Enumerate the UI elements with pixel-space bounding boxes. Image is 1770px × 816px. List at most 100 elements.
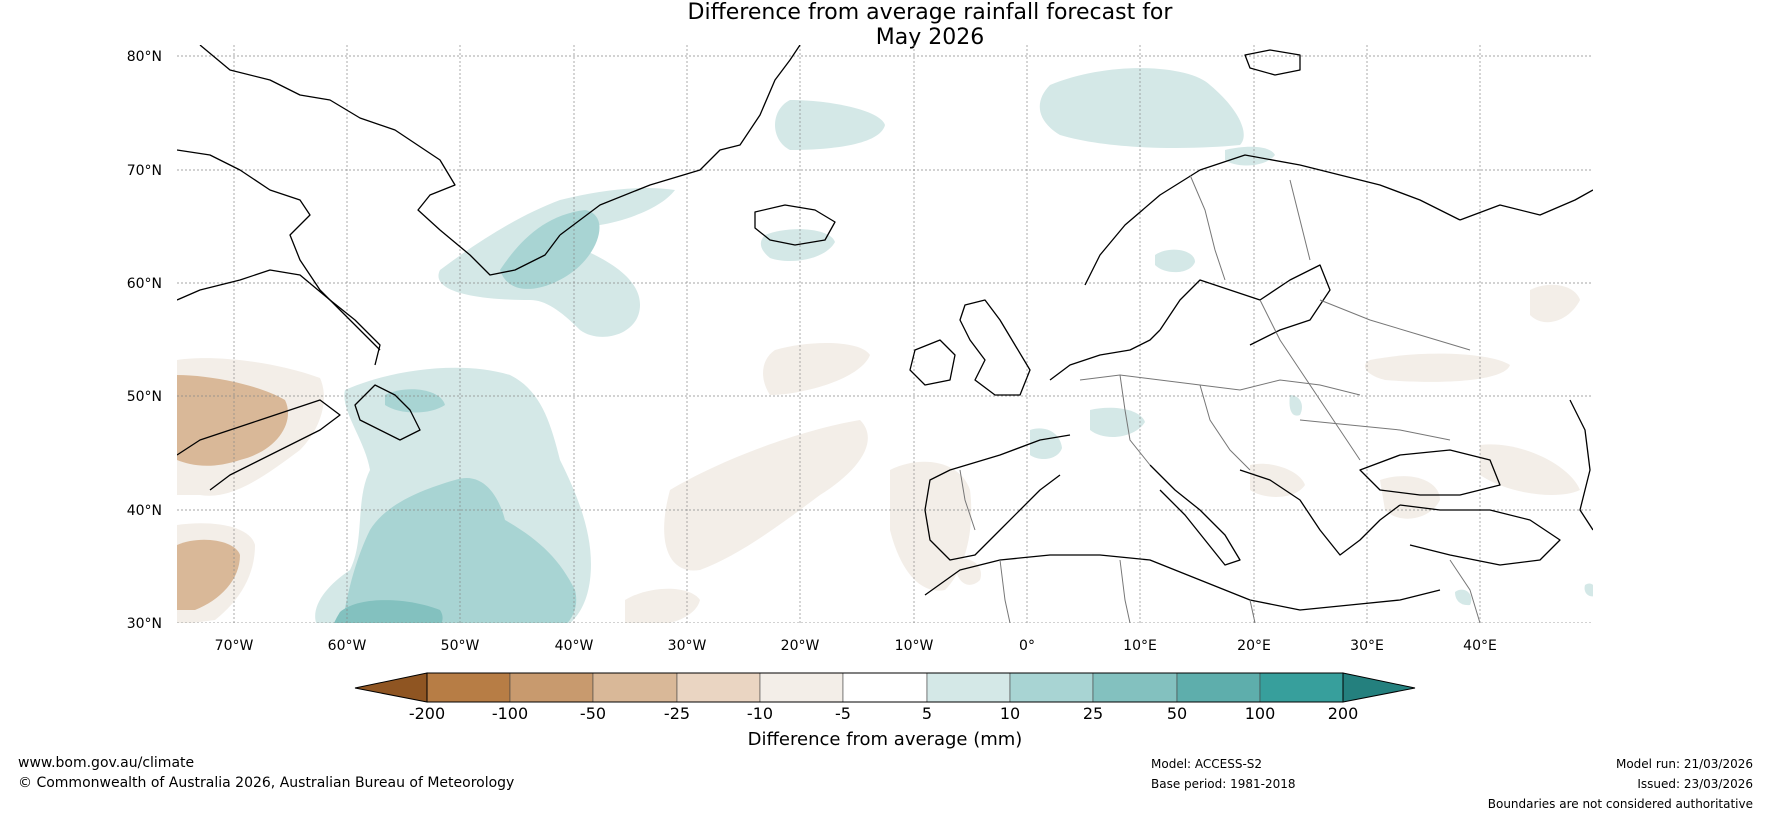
lat-tick-60: 60°N bbox=[127, 276, 162, 292]
colorbar-seg-5 bbox=[759, 672, 844, 703]
coastline-caspian bbox=[1569, 399, 1593, 531]
dry-anomaly-balkans bbox=[1250, 463, 1305, 497]
footer-copyright: © Commonwealth of Australia 2026, Austra… bbox=[18, 775, 515, 791]
colorbar-seg-2 bbox=[509, 672, 594, 703]
colorbar-tick: -25 bbox=[664, 704, 690, 723]
coastline-nova-scotia bbox=[177, 399, 341, 491]
lon-tick-10w: 10°W bbox=[895, 638, 934, 654]
border-central-europe-3 bbox=[1199, 384, 1251, 471]
lon-tick-30w: 30°W bbox=[668, 638, 707, 654]
coastline-scandinavia bbox=[1084, 154, 1461, 286]
footer-model-run: Model run: 21/03/2026 bbox=[1615, 757, 1753, 771]
footer-issued: Issued: 23/03/2026 bbox=[1637, 777, 1753, 791]
border-eastern-europe-3 bbox=[1299, 419, 1451, 441]
coastline-black-sea bbox=[1359, 449, 1501, 496]
wet-anomaly-newfoundland bbox=[385, 389, 445, 413]
coastline-svalbard bbox=[1244, 49, 1301, 76]
lat-tick-30: 30°N bbox=[127, 616, 162, 632]
dry-anomaly-sahara bbox=[955, 558, 981, 585]
anomaly-shading bbox=[177, 68, 1593, 623]
footer-url[interactable]: www.bom.gov.au/climate bbox=[18, 755, 195, 771]
lon-tick-20w: 20°W bbox=[781, 638, 820, 654]
coastlines bbox=[177, 45, 1593, 611]
lon-tick-10e: 10°E bbox=[1123, 638, 1157, 654]
lat-tick-70: 70°N bbox=[127, 163, 162, 179]
border-north-africa-1 bbox=[999, 559, 1011, 623]
footer-disclaimer: Boundaries are not considered authoritat… bbox=[1487, 797, 1753, 811]
border-central-europe-1 bbox=[1079, 374, 1361, 396]
coastline-greenland-east bbox=[559, 45, 801, 236]
wet-anomaly-scandinavia bbox=[1155, 249, 1195, 273]
colorbar-tick: -200 bbox=[409, 704, 445, 723]
lat-tick-labels: 80°N 70°N 60°N 50°N 40°N 30°N bbox=[127, 49, 162, 632]
colorbar-tick: 200 bbox=[1328, 704, 1359, 723]
coastline-baltic bbox=[1159, 264, 1331, 346]
colorbar-tick: 10 bbox=[1000, 704, 1020, 723]
border-scandinavia-1 bbox=[1189, 174, 1226, 281]
wet-anomaly-atlantic-mid bbox=[342, 478, 577, 623]
colorbar-seg-11 bbox=[1259, 672, 1344, 703]
lat-tick-50: 50°N bbox=[127, 389, 162, 405]
wet-anomaly-atlantic-strong bbox=[334, 600, 443, 623]
colorbar-seg-4 bbox=[676, 672, 761, 703]
lat-tick-80: 80°N bbox=[127, 49, 162, 65]
dry-anomaly-caucasus bbox=[1480, 444, 1580, 495]
coastline-balkans-greece bbox=[1239, 469, 1401, 556]
lon-tick-50w: 50°W bbox=[441, 638, 480, 654]
dry-anomaly-urals bbox=[1530, 284, 1580, 323]
colorbar-under-arrow bbox=[354, 672, 428, 703]
colorbar-tick-labels: -200 -100 -50 -25 -10 -5 5 10 25 50 100 … bbox=[409, 704, 1358, 723]
lat-tick-40: 40°N bbox=[127, 503, 162, 519]
border-eastern-europe-1 bbox=[1259, 299, 1361, 461]
map-canvas bbox=[177, 45, 1593, 623]
coastline-russia-north bbox=[1459, 189, 1593, 221]
coastline-italy bbox=[1149, 464, 1241, 566]
coastline-newfoundland bbox=[354, 384, 421, 441]
wet-anomaly-carpathia bbox=[1289, 395, 1302, 416]
wet-anomaly-iberia-west bbox=[1030, 428, 1062, 460]
border-eastern-europe-2 bbox=[1319, 299, 1471, 351]
dry-anomaly-iberia bbox=[890, 461, 972, 591]
lon-tick-labels: 70°W 60°W 50°W 40°W 30°W 20°W 10°W 0° 10… bbox=[215, 638, 1497, 654]
colorbar-seg-1 bbox=[426, 672, 511, 703]
graticule bbox=[177, 45, 1593, 623]
border-scandinavia-2 bbox=[1289, 179, 1311, 261]
wet-anomaly-levant bbox=[1455, 589, 1472, 606]
dry-anomaly-russia bbox=[1365, 353, 1510, 382]
lon-tick-30e: 30°E bbox=[1350, 638, 1384, 654]
dry-anomaly-azores bbox=[763, 343, 870, 395]
colorbar-tick: 5 bbox=[922, 704, 932, 723]
colorbar-label: Difference from average (mm) bbox=[748, 729, 1023, 750]
footer-model: Model: ACCESS-S2 bbox=[1151, 757, 1263, 771]
map-title: Difference from average rainfall forecas… bbox=[0, 0, 1770, 50]
coastline-iberia bbox=[924, 434, 1071, 561]
colorbar-tick: -10 bbox=[747, 704, 773, 723]
colorbar-seg-9 bbox=[1092, 672, 1178, 703]
country-borders bbox=[959, 174, 1481, 623]
dry-anomaly-black-sea bbox=[1380, 476, 1440, 519]
coastline-turkey bbox=[1399, 504, 1561, 566]
colorbar-tick: 25 bbox=[1083, 704, 1103, 723]
lon-tick-40w: 40°W bbox=[555, 638, 594, 654]
colorbar-seg-7 bbox=[926, 672, 1011, 703]
colorbar-outline bbox=[426, 672, 1344, 703]
border-north-africa-2 bbox=[1119, 559, 1131, 623]
coastline-baffin bbox=[177, 149, 381, 351]
wet-anomaly-caspian bbox=[1584, 583, 1593, 597]
lon-tick-60w: 60°W bbox=[328, 638, 367, 654]
wet-anomaly-greenland-east bbox=[775, 100, 885, 150]
colorbar-tick: 100 bbox=[1245, 704, 1276, 723]
colorbar-tick: -50 bbox=[580, 704, 606, 723]
colorbar-over-arrow bbox=[1342, 672, 1416, 703]
dry-anomaly-south-east-us-core bbox=[177, 539, 240, 610]
dry-anomaly-tropic bbox=[625, 588, 700, 623]
dry-anomaly-north-america-mid bbox=[177, 375, 288, 466]
coastline-iceland bbox=[754, 204, 836, 246]
lon-tick-20e: 20°E bbox=[1237, 638, 1271, 654]
lon-tick-0: 0° bbox=[1019, 638, 1035, 654]
wet-anomaly-alps bbox=[1090, 407, 1145, 437]
coastline-greenland-west bbox=[199, 45, 561, 276]
dry-anomaly-mid-atlantic bbox=[664, 420, 868, 571]
title-line-1: Difference from average rainfall forecas… bbox=[687, 0, 1173, 25]
